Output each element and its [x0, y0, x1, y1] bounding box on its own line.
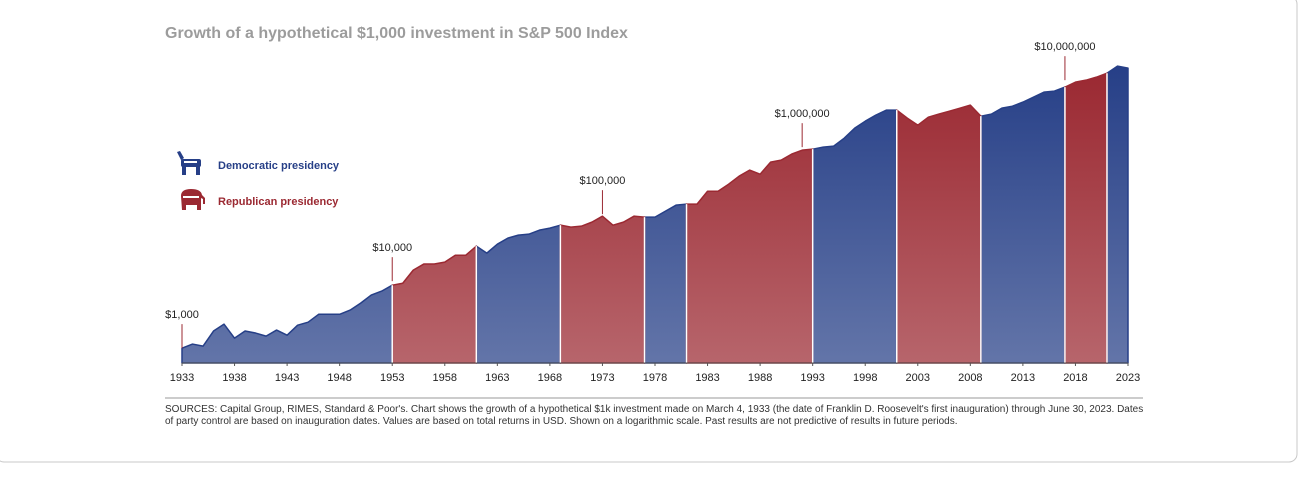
x-tick-label: 1943 [275, 372, 299, 384]
annotation-label: $10,000,000 [1034, 41, 1095, 53]
notes: SOURCES: Capital Group, RIMES, Standard … [165, 404, 1144, 427]
x-tick-label: 1993 [800, 372, 824, 384]
x-tick-label: 1988 [748, 372, 772, 384]
legend-icon-donkey [177, 151, 201, 175]
x-tick-label: 1953 [380, 372, 404, 384]
legend-label: Democratic presidency [218, 160, 340, 172]
x-tick-label: 1938 [222, 372, 246, 384]
x-tick-label: 1948 [327, 372, 351, 384]
area [181, 65, 1129, 364]
x-tick-label: 1978 [643, 372, 667, 384]
x-tick-label: 1933 [170, 372, 194, 384]
x-tick-label: 2013 [1011, 372, 1035, 384]
annotation-label: $1,000,000 [775, 108, 830, 120]
x-tick-label: 2003 [906, 372, 930, 384]
annotation-label: $10,000 [372, 242, 412, 254]
x-tick-label: 1963 [485, 372, 509, 384]
x-tick-label: 1973 [590, 372, 614, 384]
x-tick-label: 2018 [1063, 372, 1087, 384]
x-tick-label: 1983 [695, 372, 719, 384]
x-tick-label: 1998 [853, 372, 877, 384]
chart-title: Growth of a hypothetical $1,000 investme… [165, 25, 628, 42]
annotation-label: $100,000 [579, 175, 625, 187]
legend-icon-elephant [181, 189, 205, 210]
x-tick-label: 1968 [538, 372, 562, 384]
x-tick-label: 2008 [958, 372, 982, 384]
x-tick-label: 1958 [433, 372, 457, 384]
x-tick-label: 2023 [1116, 372, 1140, 384]
annotation-label: $1,000 [165, 309, 199, 321]
area [391, 72, 1108, 364]
legend-label: Republican presidency [218, 196, 339, 208]
